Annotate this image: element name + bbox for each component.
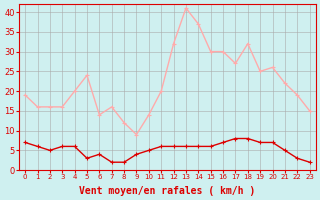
X-axis label: Vent moyen/en rafales ( km/h ): Vent moyen/en rafales ( km/h ) — [79, 186, 256, 196]
